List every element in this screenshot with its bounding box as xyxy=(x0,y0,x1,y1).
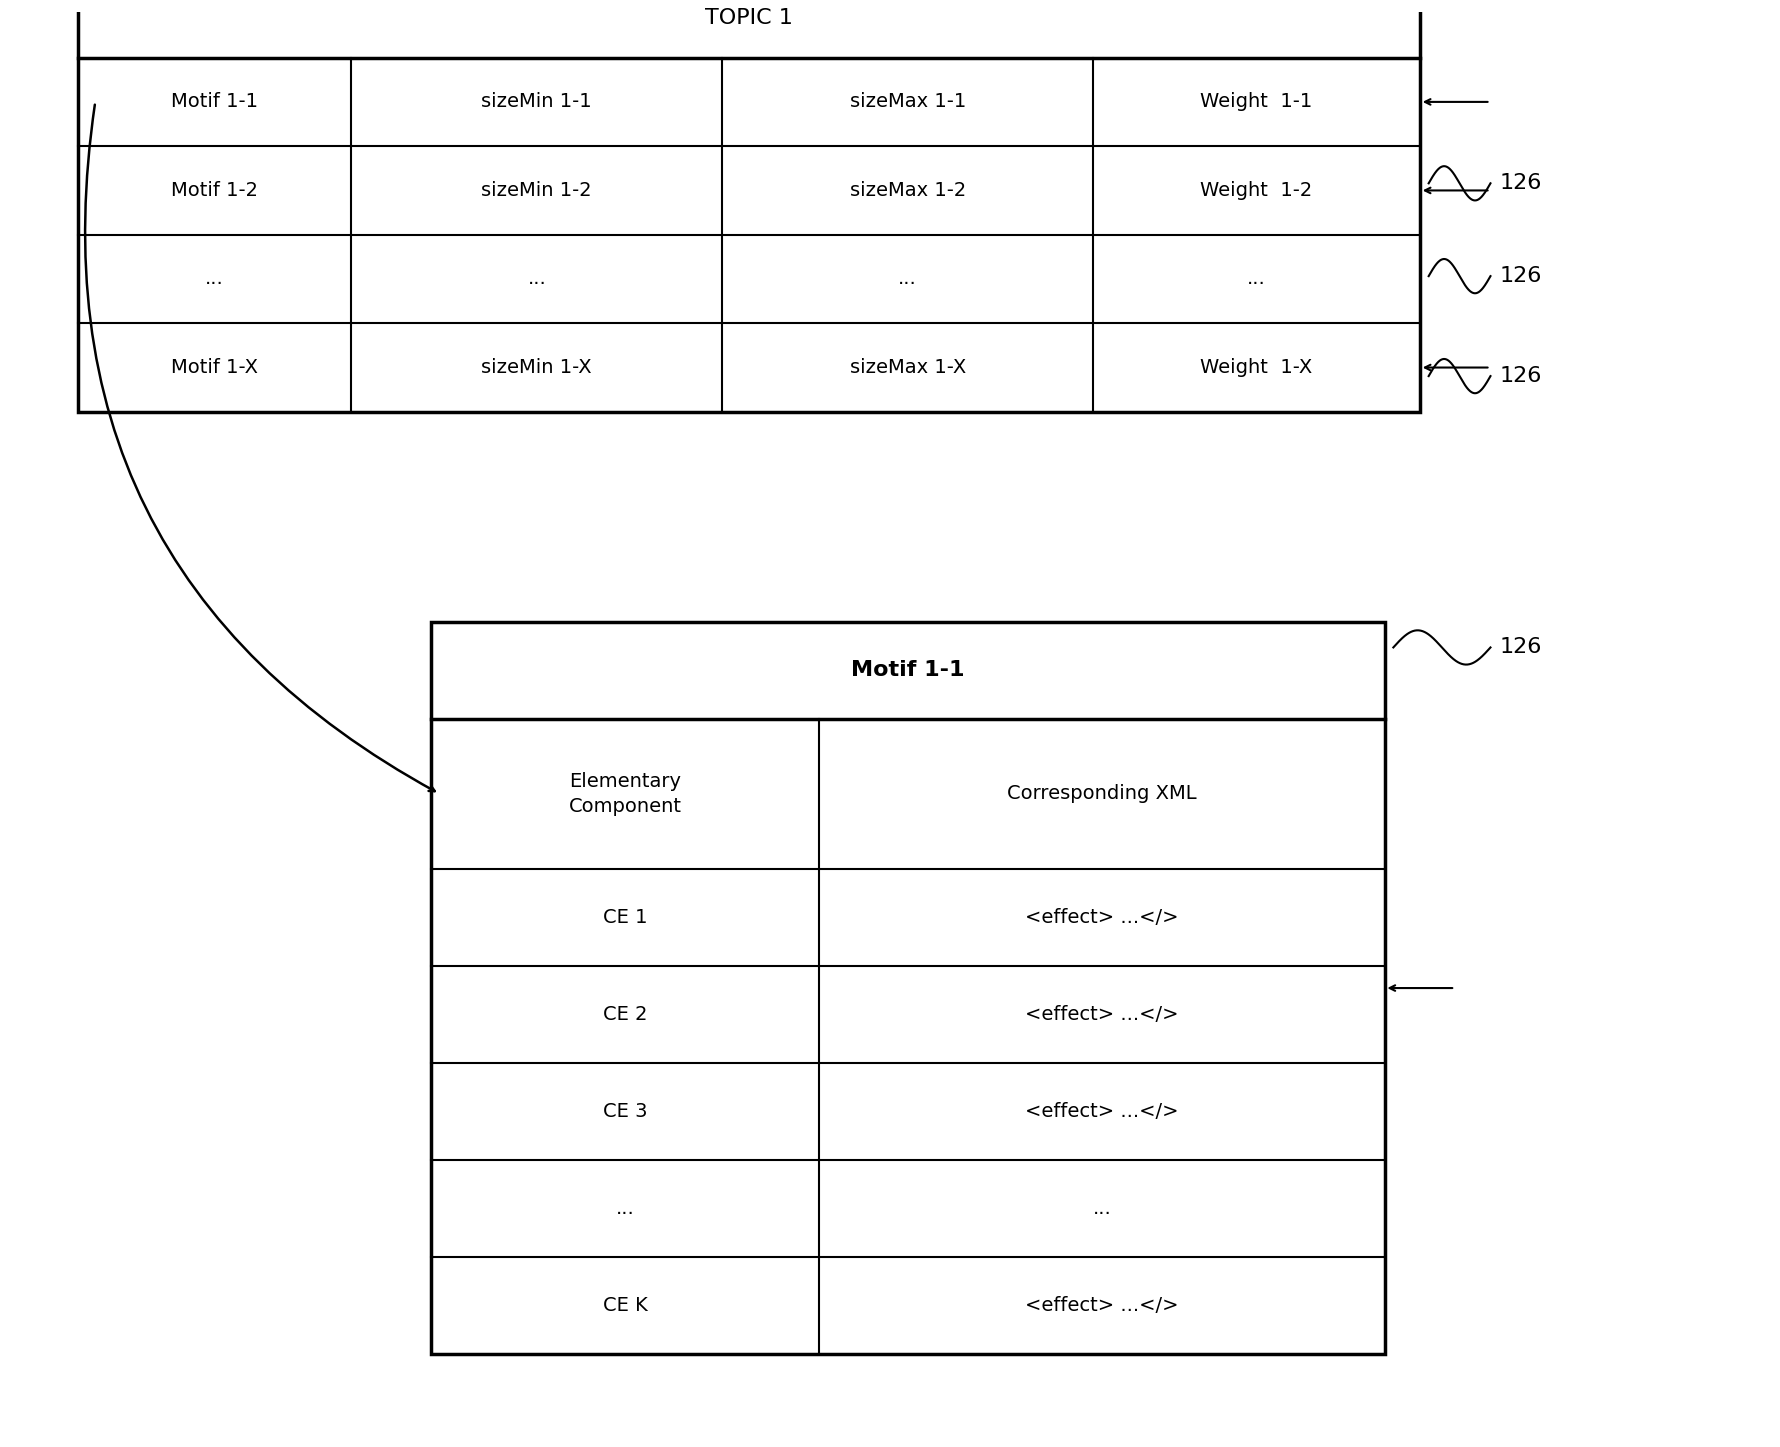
Text: ...: ... xyxy=(1093,1200,1111,1218)
Text: Motif 1-1: Motif 1-1 xyxy=(171,93,258,111)
Text: CE 3: CE 3 xyxy=(603,1103,648,1121)
Text: ...: ... xyxy=(899,269,917,288)
Text: Weight  1-2: Weight 1-2 xyxy=(1200,181,1312,200)
Bar xyxy=(431,622,1385,1354)
Text: TOPIC 1: TOPIC 1 xyxy=(705,9,792,29)
Text: <effect> ...</>: <effect> ...</> xyxy=(1025,907,1178,928)
Text: 126: 126 xyxy=(1499,174,1541,194)
Text: Elementary
Component: Elementary Component xyxy=(568,771,682,816)
Text: CE 1: CE 1 xyxy=(603,907,648,928)
Text: 126: 126 xyxy=(1499,366,1541,386)
Text: <effect> ...</>: <effect> ...</> xyxy=(1025,1103,1178,1121)
Text: sizeMax 1-X: sizeMax 1-X xyxy=(849,357,967,378)
Text: Weight  1-1: Weight 1-1 xyxy=(1200,93,1312,111)
Text: Motif 1-X: Motif 1-X xyxy=(171,357,258,378)
Text: <effect> ...</>: <effect> ...</> xyxy=(1025,1297,1178,1315)
Text: <effect> ...</>: <effect> ...</> xyxy=(1025,1006,1178,1024)
Text: sizeMin 1-X: sizeMin 1-X xyxy=(481,357,593,378)
Text: sizeMax 1-1: sizeMax 1-1 xyxy=(849,93,967,111)
Text: Motif 1-2: Motif 1-2 xyxy=(171,181,258,200)
Text: ...: ... xyxy=(205,269,224,288)
Text: Weight  1-X: Weight 1-X xyxy=(1200,357,1312,378)
Text: 126: 126 xyxy=(1499,266,1541,287)
Text: sizeMin 1-2: sizeMin 1-2 xyxy=(481,181,593,200)
Text: CE K: CE K xyxy=(603,1297,648,1315)
Text: 126: 126 xyxy=(1499,638,1541,657)
Text: Motif 1-1: Motif 1-1 xyxy=(851,660,965,680)
Text: ...: ... xyxy=(527,269,546,288)
Text: sizeMax 1-2: sizeMax 1-2 xyxy=(849,181,967,200)
Text: CE 2: CE 2 xyxy=(603,1006,648,1024)
Text: sizeMin 1-1: sizeMin 1-1 xyxy=(481,93,593,111)
Bar xyxy=(78,0,1420,412)
Text: ...: ... xyxy=(1248,269,1266,288)
Text: ...: ... xyxy=(616,1200,634,1218)
Text: Corresponding XML: Corresponding XML xyxy=(1007,784,1196,803)
